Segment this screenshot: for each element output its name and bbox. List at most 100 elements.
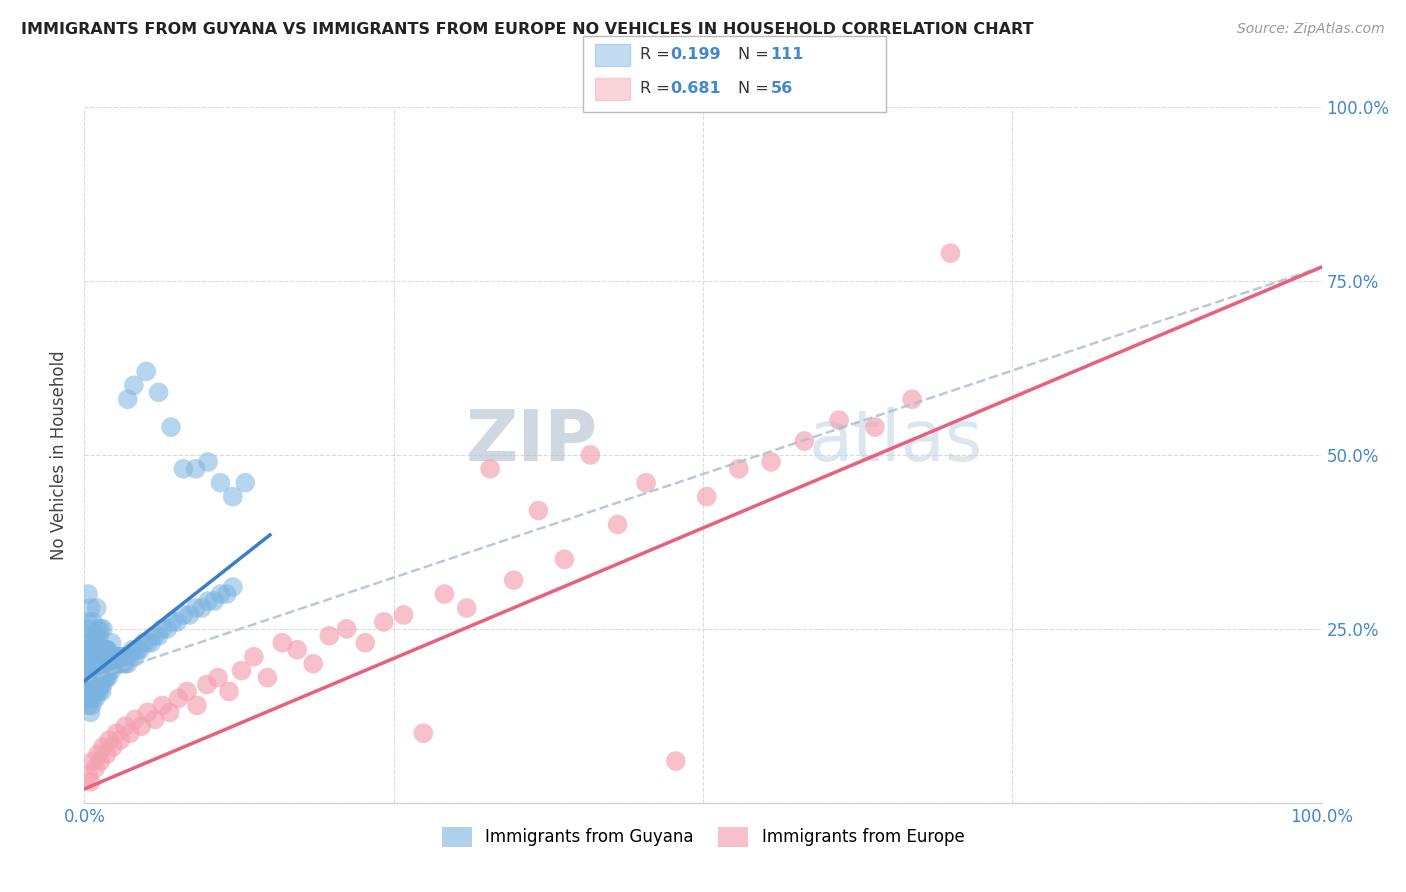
Point <box>160 615 183 629</box>
Point <box>156 622 179 636</box>
Point <box>336 622 359 636</box>
Point <box>209 587 232 601</box>
Text: 0.681: 0.681 <box>671 81 721 95</box>
Point <box>112 649 135 664</box>
Point <box>148 385 170 400</box>
Point <box>77 615 100 629</box>
Point <box>141 636 163 650</box>
Point <box>114 719 136 733</box>
Point <box>87 649 110 664</box>
Point <box>77 677 100 691</box>
Point <box>553 552 575 566</box>
Point <box>392 607 415 622</box>
Point <box>209 475 232 490</box>
Point <box>143 629 166 643</box>
Point <box>76 622 98 636</box>
Point <box>184 601 207 615</box>
Point <box>86 601 108 615</box>
Point <box>97 671 120 685</box>
Point <box>108 649 131 664</box>
Point <box>105 649 128 664</box>
Text: R =: R = <box>640 81 675 95</box>
Point <box>83 629 105 643</box>
Point <box>75 671 97 685</box>
Point <box>167 691 190 706</box>
Point <box>579 448 602 462</box>
Point <box>318 629 340 643</box>
Point <box>456 601 478 615</box>
Point <box>256 671 278 685</box>
Text: IMMIGRANTS FROM GUYANA VS IMMIGRANTS FROM EUROPE NO VEHICLES IN HOUSEHOLD CORREL: IMMIGRANTS FROM GUYANA VS IMMIGRANTS FRO… <box>21 22 1033 37</box>
Point <box>233 475 256 490</box>
Point <box>127 642 149 657</box>
Text: 111: 111 <box>770 47 804 62</box>
Point <box>87 622 110 636</box>
Point <box>136 636 159 650</box>
Point <box>83 684 105 698</box>
Point <box>191 601 214 615</box>
Point <box>527 503 550 517</box>
Point <box>243 649 266 664</box>
Point <box>121 642 143 657</box>
Text: N =: N = <box>738 81 775 95</box>
Point <box>84 664 107 678</box>
Point <box>79 642 101 657</box>
Point <box>82 671 104 685</box>
Point <box>98 733 121 747</box>
Y-axis label: No Vehicles in Household: No Vehicles in Household <box>51 350 69 560</box>
Point <box>124 649 146 664</box>
Point <box>186 698 208 713</box>
Point <box>231 664 253 678</box>
Point <box>117 657 139 671</box>
Point <box>148 629 170 643</box>
Point <box>166 615 188 629</box>
Point <box>101 740 124 755</box>
Point <box>79 684 101 698</box>
Point <box>98 664 121 678</box>
Point <box>197 455 219 469</box>
Point <box>104 657 127 671</box>
Point <box>76 664 98 678</box>
Point <box>96 747 118 761</box>
Point <box>636 475 658 490</box>
Point <box>90 684 112 698</box>
Text: N =: N = <box>738 47 775 62</box>
Point <box>94 671 117 685</box>
Point <box>84 636 107 650</box>
Point <box>77 657 100 671</box>
Point <box>103 649 125 664</box>
Point <box>107 657 129 671</box>
Point <box>79 601 101 615</box>
Point <box>172 607 194 622</box>
Point <box>76 684 98 698</box>
Point <box>82 642 104 657</box>
Text: 0.199: 0.199 <box>671 47 721 62</box>
Point <box>86 684 108 698</box>
Point <box>728 462 751 476</box>
Point <box>129 719 152 733</box>
Point <box>302 657 325 671</box>
Point <box>110 649 132 664</box>
Point <box>80 677 103 691</box>
Point <box>271 636 294 650</box>
Point <box>143 712 166 726</box>
Point <box>502 573 524 587</box>
Point <box>222 580 245 594</box>
Point <box>696 490 718 504</box>
Point <box>828 413 851 427</box>
Point <box>207 671 229 685</box>
Point <box>354 636 377 650</box>
Point <box>863 420 886 434</box>
Point <box>136 706 159 720</box>
Text: Source: ZipAtlas.com: Source: ZipAtlas.com <box>1237 22 1385 37</box>
Point <box>80 649 103 664</box>
Point <box>76 642 98 657</box>
Text: ZIP: ZIP <box>465 407 598 475</box>
Point <box>101 657 124 671</box>
Point <box>77 698 100 713</box>
Point <box>132 636 155 650</box>
Text: 56: 56 <box>770 81 793 95</box>
Point <box>82 691 104 706</box>
Point <box>96 671 118 685</box>
Point <box>129 642 152 657</box>
